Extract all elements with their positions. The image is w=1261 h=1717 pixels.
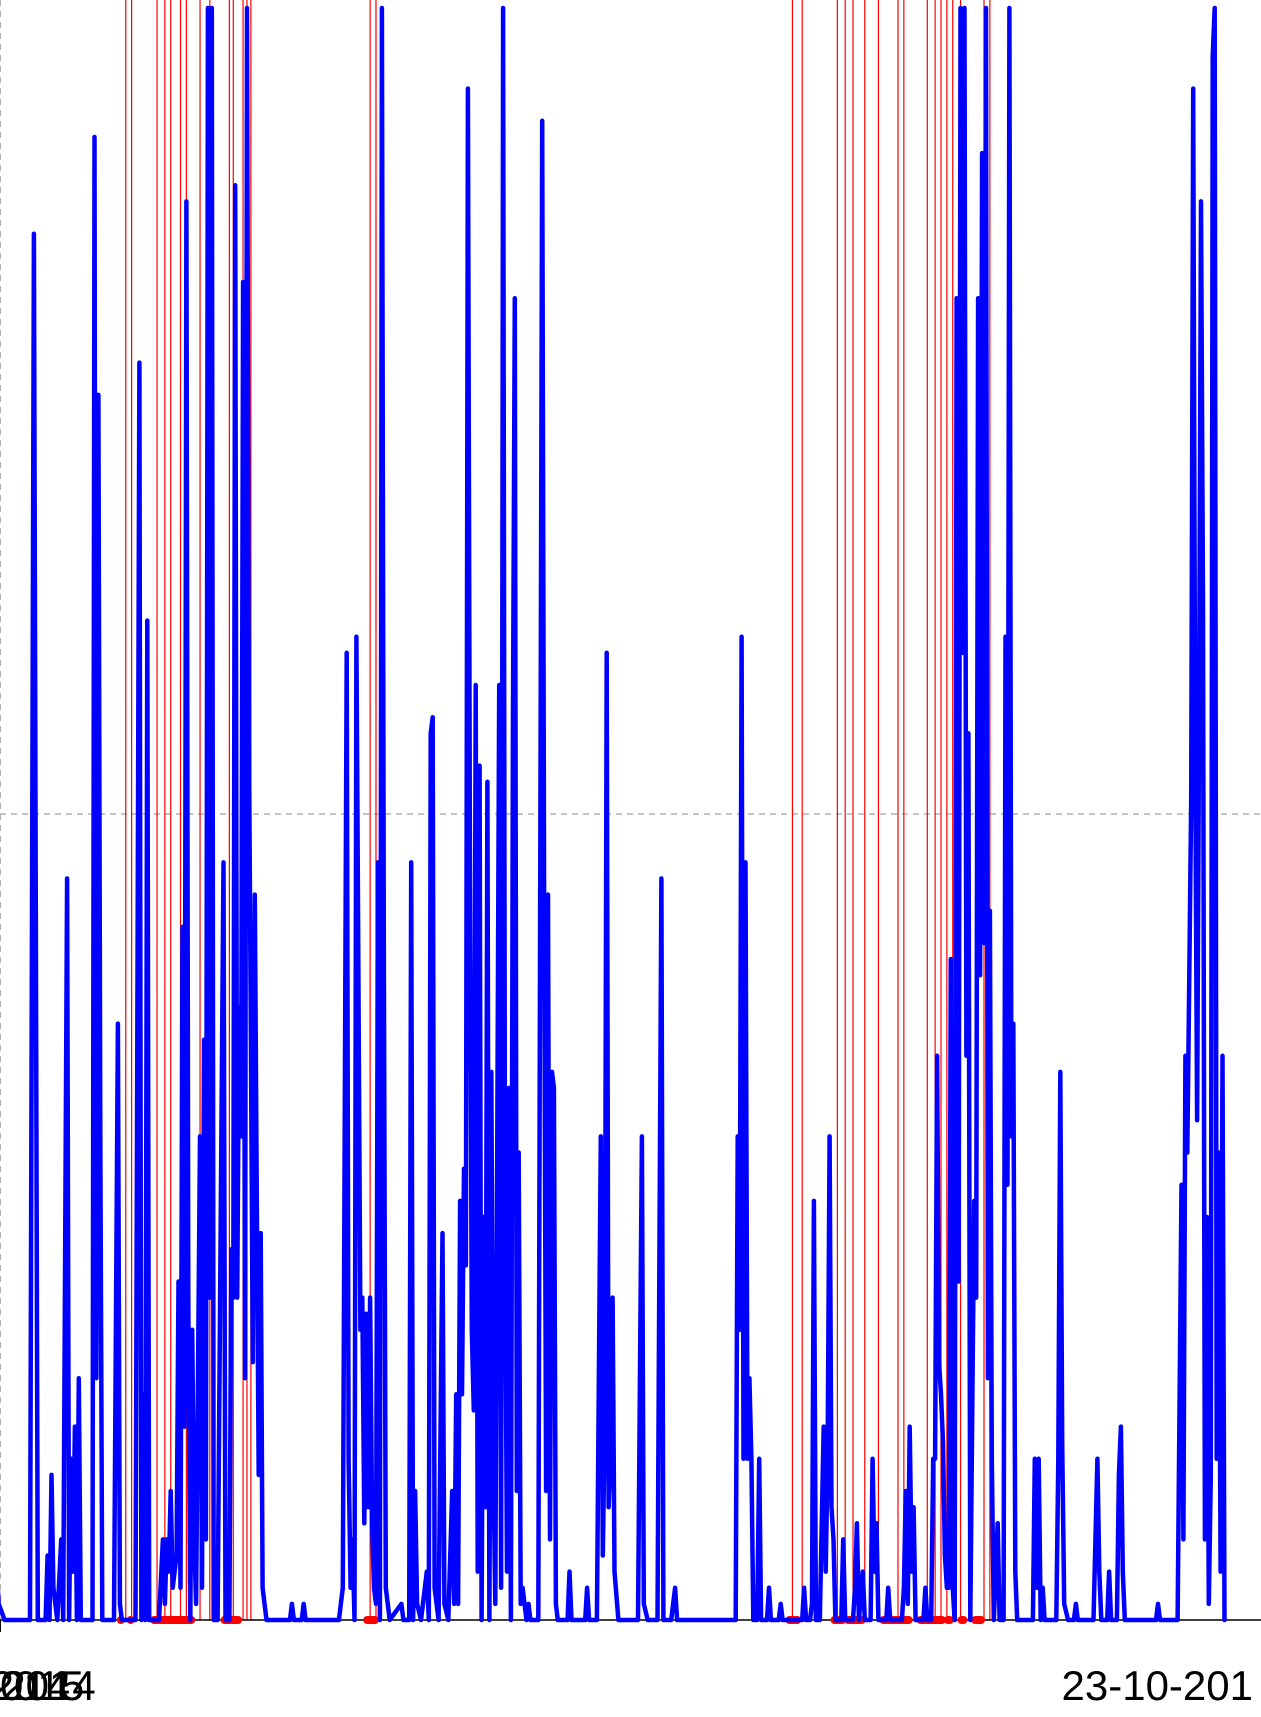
x-tick-label-2015-10: 23-10-201 [1062, 1662, 1253, 1709]
event-marker-4 [363, 1616, 379, 1624]
event-marker-12 [971, 1616, 986, 1624]
series-line-0 [0, 5, 1227, 1623]
event-marker-10 [943, 1616, 954, 1624]
event-marker-11 [957, 1616, 968, 1624]
x-tick-label-2014-03: 014 [0, 1662, 70, 1709]
series-layer [0, 5, 1227, 1623]
x-tick-label-2015-04: 6-4-2015 [0, 1662, 84, 1709]
x-tick-label-2014-09: 18-9-2014 [0, 1662, 96, 1709]
event-marker-2 [150, 1616, 196, 1624]
x-tick-labels: 014 18-9-2014 6-4-2015 23-10-201 [0, 1662, 1253, 1709]
